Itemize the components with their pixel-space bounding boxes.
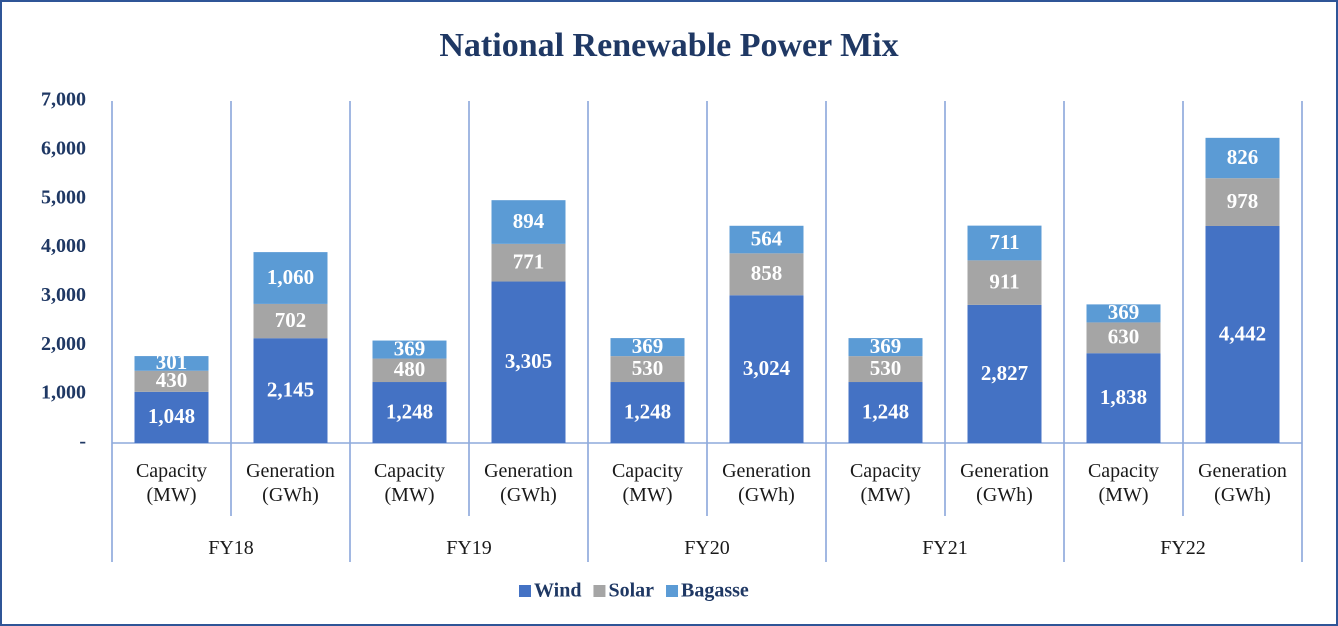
data-label: 564 [751, 226, 783, 250]
data-label: 1,248 [386, 399, 433, 423]
group-label: FY18 [208, 537, 254, 559]
bar-segment [1086, 353, 1161, 443]
bar-segment [491, 200, 566, 244]
bar-segment [253, 252, 328, 304]
bar-segment [1205, 225, 1280, 443]
bar-segment [729, 295, 804, 443]
y-tick-label: 7,000 [41, 89, 86, 111]
bar-segment [1205, 137, 1280, 179]
data-label: 978 [1227, 189, 1259, 213]
legend-label: Solar [608, 580, 654, 602]
bar-segment [491, 281, 566, 443]
data-label: 369 [870, 334, 902, 358]
data-label: 894 [513, 209, 545, 233]
bar-segment [134, 356, 209, 371]
data-label: 702 [275, 308, 307, 332]
bar-segment [253, 303, 328, 339]
bar-segment [848, 356, 923, 383]
y-tick-label: - [79, 431, 86, 453]
chart-title: National Renewable Power Mix [439, 27, 898, 64]
bar-segment [1205, 178, 1280, 226]
legend-swatch [666, 585, 679, 597]
data-label: 771 [513, 250, 545, 274]
data-label: 1,060 [267, 265, 314, 289]
y-tick-label: 2,000 [41, 333, 86, 355]
bar-segment [610, 382, 685, 443]
data-label: 369 [394, 336, 426, 360]
x-tick-label: Generation (GWh) [1198, 460, 1287, 506]
y-tick-label: 6,000 [41, 137, 86, 159]
bar-segment [372, 358, 447, 383]
y-tick-label: 3,000 [41, 284, 86, 306]
bar-segment [134, 391, 209, 443]
y-tick-label: 5,000 [41, 186, 86, 208]
x-tick-label: Generation (GWh) [484, 460, 573, 506]
data-label: 3,024 [743, 356, 791, 380]
bar-segment [610, 356, 685, 383]
x-tick-label: Generation (GWh) [246, 460, 335, 506]
data-label: 430 [156, 368, 188, 392]
bar-segment [848, 382, 923, 443]
data-label: 480 [394, 357, 426, 381]
bar-segment [253, 338, 328, 443]
bar-segment [729, 253, 804, 296]
legend-swatch [519, 585, 531, 597]
group-label: FY20 [684, 537, 730, 559]
bar-segment [1086, 304, 1161, 323]
group-label: FY22 [1160, 537, 1206, 559]
data-label: 858 [751, 261, 783, 285]
x-tick-label: Capacity (MW) [1087, 460, 1160, 506]
data-label: 2,827 [981, 361, 1028, 385]
bar-segment [967, 260, 1042, 305]
bar-segment [610, 338, 685, 357]
x-tick-label: Capacity (MW) [611, 460, 684, 506]
legend-swatch [593, 585, 606, 597]
bar-segment [491, 243, 566, 282]
legend-label: Bagasse [681, 580, 749, 602]
data-label: 911 [989, 269, 1019, 293]
x-tick-label: Generation (GWh) [722, 460, 811, 506]
data-label: 1,048 [148, 404, 195, 428]
x-tick-label: Capacity (MW) [135, 460, 208, 506]
bar-segment [967, 304, 1042, 443]
data-label: 1,248 [862, 399, 909, 423]
data-label: 1,248 [624, 399, 671, 423]
group-label: FY21 [922, 537, 968, 559]
x-tick-label: Capacity (MW) [373, 460, 446, 506]
data-label: 4,442 [1219, 321, 1266, 345]
legend-label: Wind [534, 580, 581, 602]
y-tick-label: 1,000 [41, 382, 86, 404]
y-tick-label: 4,000 [41, 235, 86, 257]
x-tick-label: Generation (GWh) [960, 460, 1049, 506]
data-label: 2,145 [267, 377, 314, 401]
data-label: 3,305 [505, 349, 552, 373]
bar-segment [1086, 322, 1161, 354]
data-label: 530 [870, 356, 902, 380]
data-label: 1,838 [1100, 385, 1147, 409]
data-label: 711 [989, 230, 1019, 254]
data-label: 630 [1108, 325, 1140, 349]
data-label: 369 [632, 334, 664, 358]
data-label: 530 [632, 356, 664, 380]
bar-segment [372, 340, 447, 359]
bar-segment [372, 382, 447, 443]
bar-segment [729, 225, 804, 254]
data-label: 369 [1108, 300, 1140, 324]
bar-segment [848, 338, 923, 357]
data-label: 826 [1227, 145, 1259, 169]
bar-segment [134, 370, 209, 392]
group-label: FY19 [446, 537, 492, 559]
x-tick-label: Capacity (MW) [849, 460, 922, 506]
bar-segment [967, 225, 1042, 261]
data-label: 301 [156, 350, 188, 374]
